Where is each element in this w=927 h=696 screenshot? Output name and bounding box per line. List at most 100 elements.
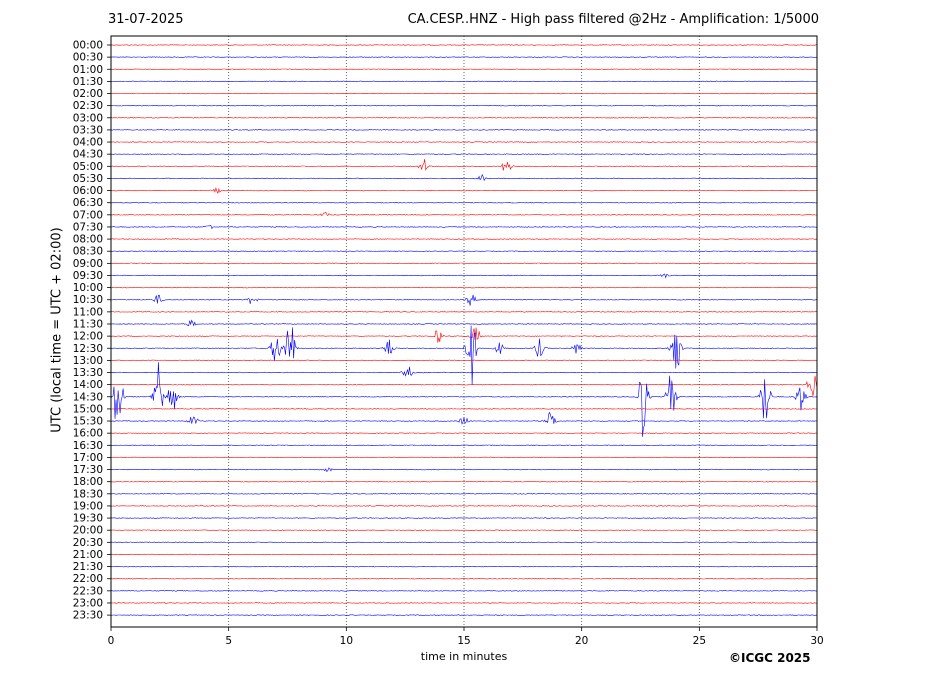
trace-14:30 — [110, 362, 818, 437]
trace-11:30 — [110, 319, 818, 327]
trace-16:00 — [110, 432, 818, 434]
y-tick-label-06:00: 06:00 — [73, 185, 103, 197]
trace-15:00 — [110, 408, 818, 410]
trace-04:30 — [110, 153, 818, 155]
y-tick-label-02:00: 02:00 — [73, 88, 103, 100]
trace-19:00 — [110, 505, 817, 507]
y-tick-label-19:00: 19:00 — [73, 500, 103, 512]
trace-07:30 — [111, 225, 818, 230]
trace-02:00 — [110, 92, 818, 95]
trace-20:00 — [110, 529, 818, 531]
trace-08:00 — [110, 238, 818, 240]
y-tick-label-11:30: 11:30 — [73, 318, 103, 330]
trace-16:30 — [111, 444, 818, 446]
trace-17:30 — [110, 467, 817, 473]
x-tick-label-0: 0 — [108, 635, 115, 647]
trace-17:00 — [110, 456, 818, 459]
date-label: 31-07-2025 — [108, 12, 184, 27]
y-tick-label-05:30: 05:30 — [73, 173, 103, 185]
x-tick-label-5: 5 — [225, 635, 232, 647]
trace-06:00 — [110, 187, 818, 194]
trace-18:30 — [110, 493, 818, 495]
y-tick-label-23:30: 23:30 — [73, 610, 103, 622]
x-tick-label-30: 30 — [810, 635, 823, 647]
trace-09:00 — [110, 262, 818, 265]
y-tick-label-09:30: 09:30 — [73, 270, 103, 282]
x-tick-label-10: 10 — [340, 635, 353, 647]
trace-08:30 — [110, 250, 818, 252]
chart-title: CA.CESP..HNZ - High pass filtered @2Hz -… — [407, 12, 819, 27]
y-tick-label-07:30: 07:30 — [73, 221, 103, 233]
y-tick-label-04:30: 04:30 — [73, 149, 103, 161]
y-tick-label-01:30: 01:30 — [73, 76, 103, 88]
trace-05:30 — [110, 173, 818, 182]
y-tick-label-04:00: 04:00 — [73, 137, 103, 149]
y-tick-label-20:00: 20:00 — [73, 525, 103, 537]
y-tick-label-15:30: 15:30 — [73, 416, 103, 428]
y-tick-label-10:00: 10:00 — [73, 282, 103, 294]
plot-frame — [110, 35, 818, 628]
y-tick-label-22:00: 22:00 — [73, 573, 103, 585]
y-tick-label-00:30: 00:30 — [73, 52, 103, 64]
trace-22:00 — [110, 578, 817, 580]
y-tick-label-03:00: 03:00 — [73, 112, 103, 124]
trace-18:00 — [110, 480, 818, 483]
trace-10:30 — [111, 294, 818, 306]
trace-10:00 — [110, 286, 818, 289]
y-tick-label-15:00: 15:00 — [73, 403, 103, 415]
trace-21:00 — [110, 553, 817, 556]
trace-22:30 — [110, 590, 818, 592]
y-tick-label-08:00: 08:00 — [73, 234, 103, 246]
y-tick-label-12:00: 12:00 — [73, 331, 103, 343]
y-tick-label-14:30: 14:30 — [73, 391, 103, 403]
trace-23:30 — [110, 614, 818, 616]
trace-21:30 — [110, 565, 818, 568]
y-tick-label-10:30: 10:30 — [73, 294, 103, 306]
trace-03:00 — [110, 117, 818, 119]
trace-14:00 — [110, 375, 818, 396]
trace-13:00 — [110, 359, 818, 362]
trace-07:00 — [110, 211, 818, 217]
y-tick-label-05:00: 05:00 — [73, 161, 103, 173]
trace-12:00 — [111, 327, 818, 343]
trace-02:30 — [110, 104, 818, 107]
y-tick-label-08:30: 08:30 — [73, 246, 103, 258]
y-tick-label-17:30: 17:30 — [73, 464, 103, 476]
trace-13:30 — [111, 366, 817, 377]
y-tick-label-11:00: 11:00 — [73, 306, 103, 318]
trace-06:30 — [111, 201, 818, 204]
trace-11:00 — [110, 311, 818, 313]
trace-01:00 — [110, 68, 818, 70]
trace-00:30 — [111, 56, 818, 58]
x-tick-label-20: 20 — [575, 635, 588, 647]
y-tick-label-01:00: 01:00 — [73, 64, 103, 76]
x-axis-label: time in minutes — [420, 650, 508, 663]
copyright-label: ©ICGC 2025 — [729, 651, 811, 665]
y-tick-label-21:00: 21:00 — [73, 549, 103, 561]
x-tick-label-25: 25 — [693, 635, 706, 647]
trace-15:30 — [110, 411, 818, 425]
y-tick-label-22:30: 22:30 — [73, 585, 103, 597]
trace-19:30 — [110, 517, 818, 519]
trace-23:00 — [111, 602, 818, 604]
y-tick-label-12:30: 12:30 — [73, 343, 103, 355]
trace-00:00 — [110, 44, 817, 46]
y-tick-label-18:00: 18:00 — [73, 476, 103, 488]
y-tick-label-17:00: 17:00 — [73, 452, 103, 464]
y-tick-label-06:30: 06:30 — [73, 197, 103, 209]
trace-04:00 — [110, 141, 818, 143]
x-tick-label-15: 15 — [457, 635, 470, 647]
y-tick-label-20:30: 20:30 — [73, 537, 103, 549]
y-tick-label-03:30: 03:30 — [73, 124, 103, 136]
y-tick-label-13:00: 13:00 — [73, 355, 103, 367]
y-tick-label-13:30: 13:30 — [73, 367, 103, 379]
y-tick-label-02:30: 02:30 — [73, 100, 103, 112]
y-tick-label-18:30: 18:30 — [73, 488, 103, 500]
y-tick-label-09:00: 09:00 — [73, 258, 103, 270]
y-tick-label-14:00: 14:00 — [73, 379, 103, 391]
trace-01:30 — [110, 80, 817, 83]
trace-03:30 — [110, 129, 817, 131]
trace-12:30 — [110, 325, 818, 385]
y-tick-label-21:30: 21:30 — [73, 561, 103, 573]
